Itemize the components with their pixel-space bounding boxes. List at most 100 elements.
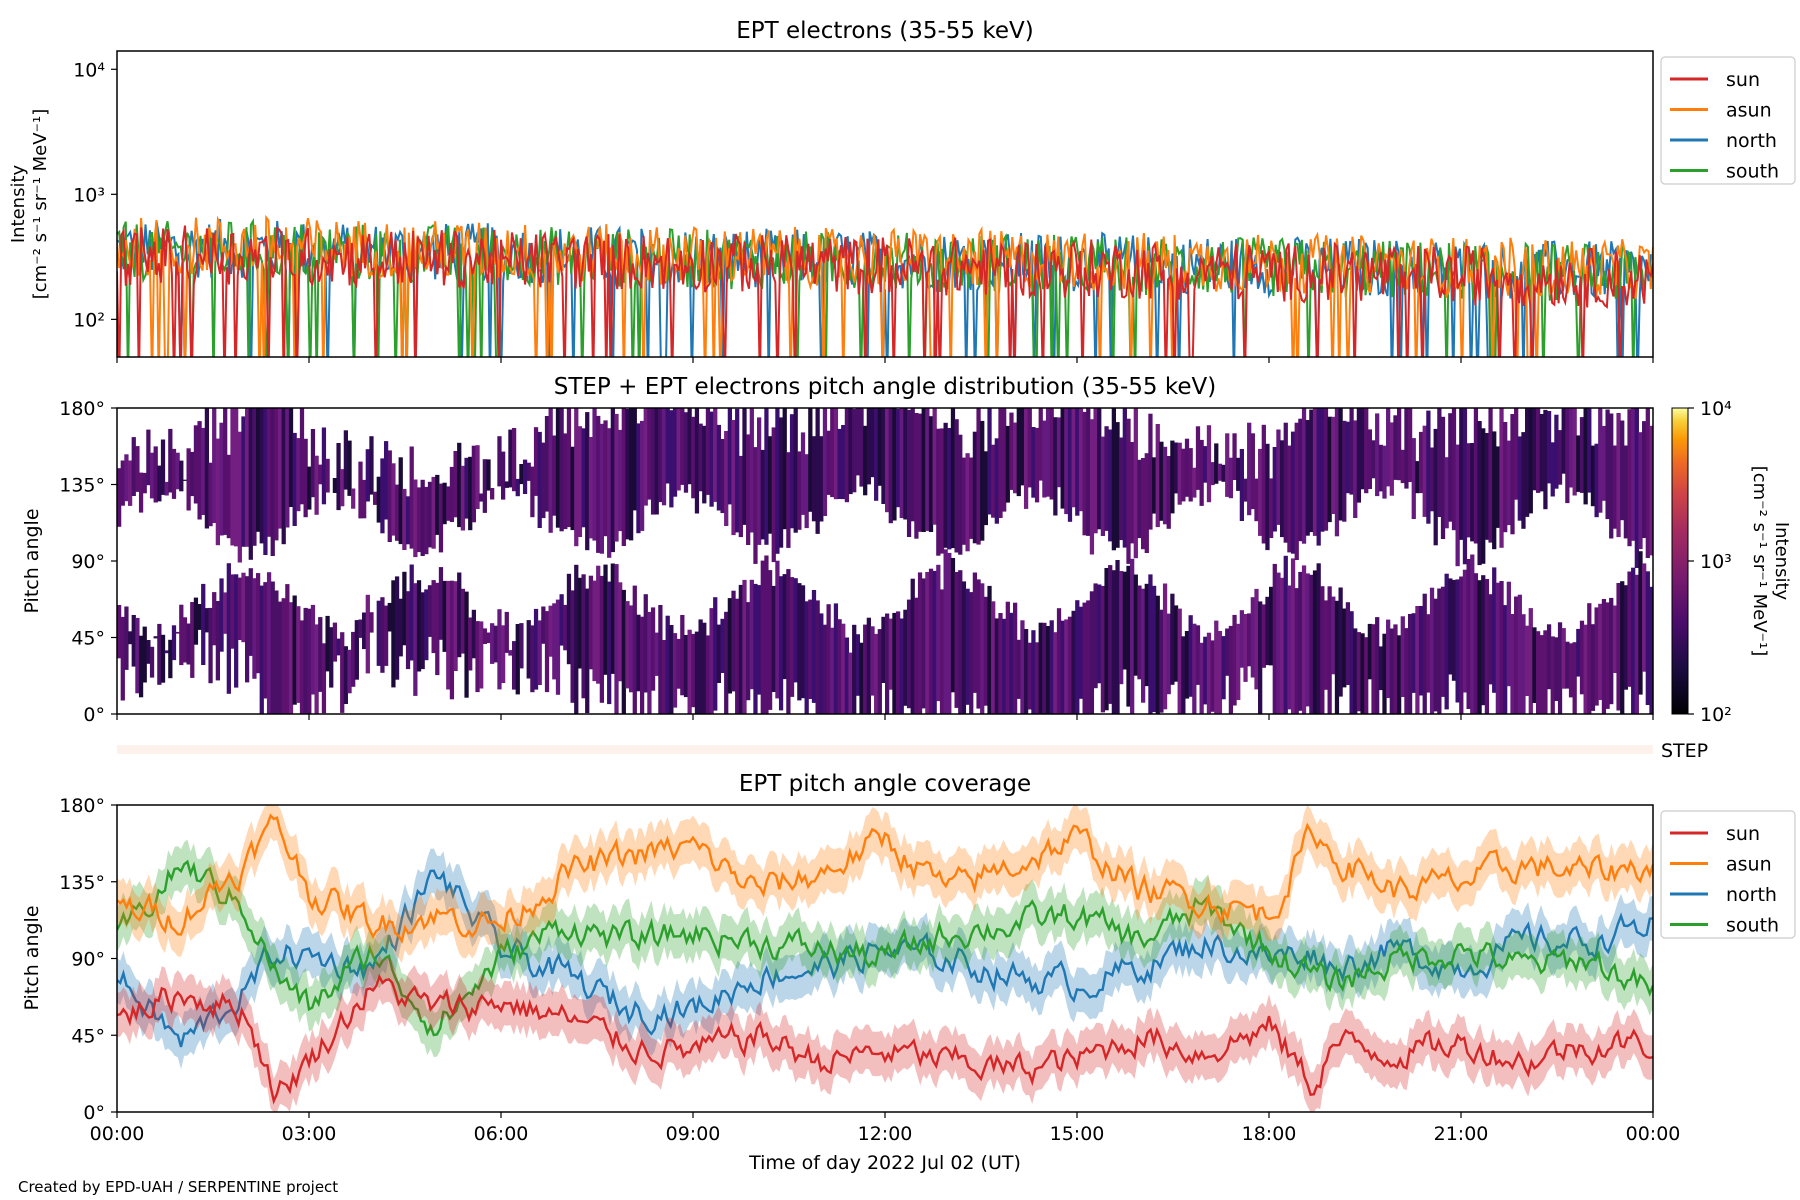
heatmap-cell — [950, 558, 956, 693]
heatmap-cell — [325, 615, 330, 672]
heatmap-cell — [1623, 585, 1628, 690]
heatmap-cell — [226, 454, 231, 539]
heatmap-cell — [1645, 571, 1650, 705]
heatmap-cell — [383, 441, 389, 520]
heatmap-cell — [892, 408, 897, 521]
heatmap-cell — [1294, 588, 1299, 714]
heatmap-cell — [808, 599, 813, 699]
heatmap-cell — [632, 408, 637, 511]
heatmap-cell — [1634, 408, 1639, 568]
heatmap-cell — [416, 580, 422, 672]
heatmap-cell — [1364, 408, 1369, 494]
heatmap-cell — [1378, 646, 1383, 691]
heatmap-cell — [1086, 408, 1091, 536]
heatmap-cell — [307, 466, 312, 510]
heatmap-cell — [987, 408, 992, 515]
heatmap-cell — [1290, 558, 1296, 714]
heatmap-cell — [117, 468, 122, 527]
heatmap-cell — [117, 605, 122, 659]
heatmap-cell — [764, 408, 769, 545]
heatmap-cell — [142, 472, 147, 494]
heatmap-cells — [117, 408, 1653, 714]
heatmap-cell — [391, 580, 396, 688]
heatmap-cell — [548, 605, 553, 657]
heatmap-cell — [1279, 440, 1285, 538]
heatmap-cell — [588, 575, 594, 670]
heatmap-cell — [1104, 568, 1109, 711]
heatmap-cell — [230, 408, 235, 546]
panel1-ylabel: Intensity — [8, 164, 29, 243]
heatmap-cell — [947, 428, 952, 550]
heatmap-cell — [435, 474, 440, 535]
heatmap-cell — [1546, 624, 1552, 690]
heatmap-cell — [1389, 422, 1394, 496]
heatmap-cell — [252, 408, 257, 546]
heatmap-cell — [1517, 594, 1522, 714]
heatmap-cell — [179, 460, 184, 492]
heatmap-cell — [237, 431, 242, 563]
heatmap-cell — [563, 433, 568, 530]
heatmap-cell — [1492, 431, 1497, 550]
heatmap-cell — [1247, 422, 1252, 516]
heatmap-cell — [841, 623, 846, 714]
heatmap-cell — [515, 624, 520, 695]
heatmap-cell — [1027, 408, 1032, 488]
heatmap-cell — [1067, 408, 1073, 522]
heatmap-cell — [1225, 628, 1230, 676]
heatmap-cell — [1269, 478, 1274, 538]
heatmap-cell — [661, 408, 667, 506]
heatmap-cell — [687, 408, 692, 485]
heatmap-cell — [1078, 408, 1084, 512]
footer-credit: Created by EPD-UAH / SERPENTINE project — [18, 1178, 338, 1196]
heatmap-cell — [398, 598, 403, 657]
heatmap-cell — [175, 452, 180, 490]
heatmap-cell — [427, 481, 433, 548]
heatmap-cell — [1184, 631, 1190, 699]
heatmap-cell — [629, 605, 634, 693]
heatmap-cell — [164, 650, 169, 654]
heatmap-cell — [1042, 622, 1047, 714]
heatmap-cell — [358, 619, 363, 638]
heatmap-cell — [885, 408, 890, 513]
heatmap-cell — [1466, 559, 1471, 709]
heatmap-cell — [881, 616, 886, 683]
heatmap-cell — [793, 578, 798, 683]
panel3-y-axis: 0° 45° 90° 135° 180° — [59, 795, 117, 1124]
heatmap-cell — [1451, 579, 1457, 681]
heatmap-cell — [1075, 408, 1080, 516]
heatmap-cell — [1016, 639, 1021, 699]
panel2-title: STEP + EPT electrons pitch angle distrib… — [554, 374, 1216, 400]
heatmap-cell — [1433, 428, 1438, 546]
heatmap-cell — [819, 613, 824, 714]
heatmap-cell — [274, 590, 279, 714]
heatmap-cell — [530, 625, 535, 693]
heatmap-cell — [1535, 631, 1541, 714]
heatmap-cell — [120, 460, 125, 506]
heatmap-cell — [998, 613, 1003, 714]
heatmap-cell — [1115, 422, 1120, 548]
heatmap-cell — [1525, 408, 1530, 517]
heatmap-cell — [146, 429, 151, 486]
heatmap-cell — [958, 434, 963, 555]
heatmap-cell — [1170, 440, 1175, 514]
heatmap-cell — [727, 408, 732, 505]
heatmap-cell — [1554, 414, 1559, 489]
heatmap-cell — [1400, 449, 1405, 484]
heatmap-cell — [1141, 458, 1146, 550]
heatmap-cell — [1598, 408, 1603, 513]
heatmap-cell — [1097, 584, 1102, 684]
heatmap-cell — [1184, 438, 1190, 497]
heatmap-cell — [1572, 408, 1577, 496]
heatmap-cell — [782, 408, 787, 530]
heatmap-cell — [1353, 628, 1358, 714]
heatmap-cell — [511, 641, 517, 690]
heatmap-cell — [950, 408, 956, 549]
heatmap-cell — [1334, 600, 1340, 714]
heatmap-cell — [757, 417, 762, 545]
heatmap-cell — [870, 626, 875, 696]
heatmap-cell — [1225, 433, 1230, 497]
heatmap-cell — [263, 408, 268, 555]
heatmap-cell — [866, 408, 871, 485]
heatmap-cell — [1634, 574, 1639, 714]
heatmap-cell — [724, 611, 729, 714]
